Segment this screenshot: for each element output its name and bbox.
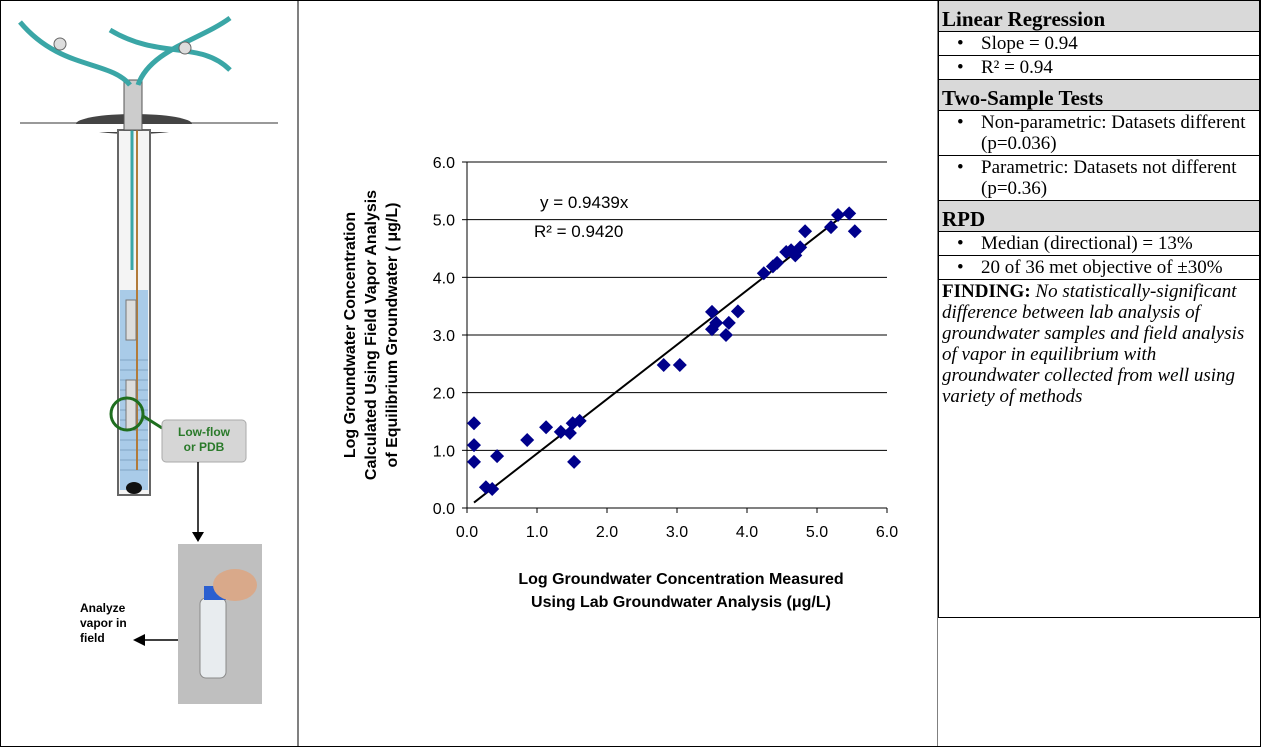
figure: Low-flow or PDB Analyze vapor in field 0… <box>18 0 938 747</box>
x-tick-label: 3.0 <box>666 524 688 541</box>
finding-label: FINDING: <box>942 281 1031 302</box>
table-row: • Non-parametric: Datasets different (p=0… <box>938 110 1260 156</box>
y-tick-label: 1.0 <box>433 443 455 460</box>
x-tick-label: 0.0 <box>456 524 478 541</box>
bullet-item: • R² = 0.94 <box>957 57 1255 78</box>
y-axis-title: Log Groundwater Concentration <box>342 212 359 458</box>
x-tick-label: 6.0 <box>876 524 898 541</box>
data-point <box>730 304 745 319</box>
data-point <box>798 224 813 239</box>
table-row: Two-Sample Tests <box>938 79 1260 111</box>
data-point <box>539 420 554 435</box>
x-axis-title: Log Groundwater Concentration Measured <box>518 571 843 588</box>
y-tick-label: 3.0 <box>433 328 455 345</box>
table-row: • Median (directional) = 13% <box>938 231 1260 256</box>
data-point <box>847 224 862 239</box>
x-tick-label: 5.0 <box>806 524 828 541</box>
bullet-item: • Median (directional) = 13% <box>957 233 1255 254</box>
bullet: • <box>957 57 964 78</box>
bullet-item: • Parametric: Datasets not different (p=0… <box>957 157 1255 199</box>
data-point <box>562 426 577 441</box>
y-tick-label: 6.0 <box>433 155 455 172</box>
data-point <box>485 481 500 496</box>
data-point <box>705 304 719 319</box>
data-point <box>719 328 733 342</box>
y-axis-title: Calculated Using Field Vapor Analysis <box>363 190 380 480</box>
data-point <box>656 357 671 372</box>
callout-label: or PDB <box>184 440 225 454</box>
table-row: • Slope = 0.94 <box>938 31 1260 56</box>
section-header: RPD <box>938 200 1260 232</box>
section-header: Two-Sample Tests <box>938 79 1260 111</box>
bullet-cell: • Median (directional) = 13% <box>938 231 1260 256</box>
table-row: RPD <box>938 200 1260 232</box>
bullet: • <box>957 33 964 54</box>
bullet-item: • Slope = 0.94 <box>957 33 1255 54</box>
annotation: R² = 0.9420 <box>534 222 623 241</box>
y-tick-label: 5.0 <box>433 213 455 230</box>
data-point <box>709 315 724 330</box>
bullet-cell: • Parametric: Datasets not different (p=0… <box>938 155 1260 201</box>
data-point <box>756 266 771 281</box>
table-row: Linear Regression <box>938 0 1260 32</box>
bullet: • <box>957 257 964 278</box>
x-tick-label: 4.0 <box>736 524 758 541</box>
table-row: • 20 of 36 met objective of ±30% <box>938 255 1260 280</box>
vial-label: Analyze <box>80 601 126 615</box>
finding-cell: FINDING: No statistically-significant di… <box>938 279 1260 618</box>
bullet-text: Parametric: Datasets not different (p=0.… <box>981 157 1237 199</box>
data-point <box>721 315 736 330</box>
section-header: Linear Regression <box>938 0 1260 32</box>
data-point <box>567 454 582 469</box>
bullet-cell: • 20 of 36 met objective of ±30% <box>938 255 1260 280</box>
data-point <box>842 206 857 221</box>
bullet: • <box>957 157 964 178</box>
well-diagram: Low-flow or PDB Analyze vapor in field <box>18 15 278 704</box>
bullet-cell: • Slope = 0.94 <box>938 31 1260 56</box>
table-row: • Parametric: Datasets not different (p=0… <box>938 155 1260 201</box>
data-point <box>770 255 785 270</box>
y-tick-label: 0.0 <box>433 501 455 518</box>
table-row: • R² = 0.94 <box>938 55 1260 80</box>
bullet-item: • Non-parametric: Datasets different (p=0… <box>957 112 1255 154</box>
bullet: • <box>957 112 964 133</box>
vial-label: vapor in <box>80 616 127 630</box>
data-point <box>793 240 808 255</box>
callout-label: Low-flow <box>178 425 231 439</box>
data-point <box>467 438 481 453</box>
y-tick-label: 4.0 <box>433 270 455 287</box>
data-point <box>553 424 568 439</box>
annotation: y = 0.9439x <box>540 193 629 212</box>
data-point <box>672 357 687 372</box>
y-tick-label: 2.0 <box>433 386 455 403</box>
bullet-text: 20 of 36 met objective of ±30% <box>981 257 1223 278</box>
bullet-item: • 20 of 36 met objective of ±30% <box>957 257 1255 278</box>
bullet-text: Median (directional) = 13% <box>981 233 1193 254</box>
trendline <box>473 210 850 504</box>
bullet-text: Non-parametric: Datasets different (p=0.… <box>981 112 1246 154</box>
data-point <box>467 416 481 431</box>
vial-label: field <box>80 631 105 645</box>
data-point <box>824 220 838 235</box>
x-tick-label: 1.0 <box>526 524 548 541</box>
data-point <box>572 413 587 428</box>
data-point <box>467 454 481 469</box>
data-point <box>490 449 505 464</box>
data-point <box>520 432 535 447</box>
y-axis-title: of Equilibrium Groundwater ( μg/L) <box>384 203 401 468</box>
bullet-text: R² = 0.94 <box>981 57 1053 78</box>
bullet-cell: • R² = 0.94 <box>938 55 1260 80</box>
x-tick-label: 2.0 <box>596 524 618 541</box>
bullet-cell: • Non-parametric: Datasets different (p=0… <box>938 110 1260 156</box>
finding-text: No statistically-significant difference … <box>942 281 1245 407</box>
data-point <box>831 208 845 223</box>
scatter-chart: 0.0 1.0 2.0 3.0 4.0 5.0 6.0 0.0 1.0 2.0 3.0 4.0 5.0 6… <box>342 155 898 611</box>
table-row: FINDING: No statistically-significant di… <box>938 279 1260 618</box>
x-axis-title: Using Lab Groundwater Analysis (μg/L) <box>531 594 831 611</box>
bullet-text: Slope = 0.94 <box>981 33 1078 54</box>
summary-table: Linear Regression • Slope = 0.94 • R² = 0.94… <box>938 0 1260 618</box>
bullet: • <box>957 233 964 254</box>
